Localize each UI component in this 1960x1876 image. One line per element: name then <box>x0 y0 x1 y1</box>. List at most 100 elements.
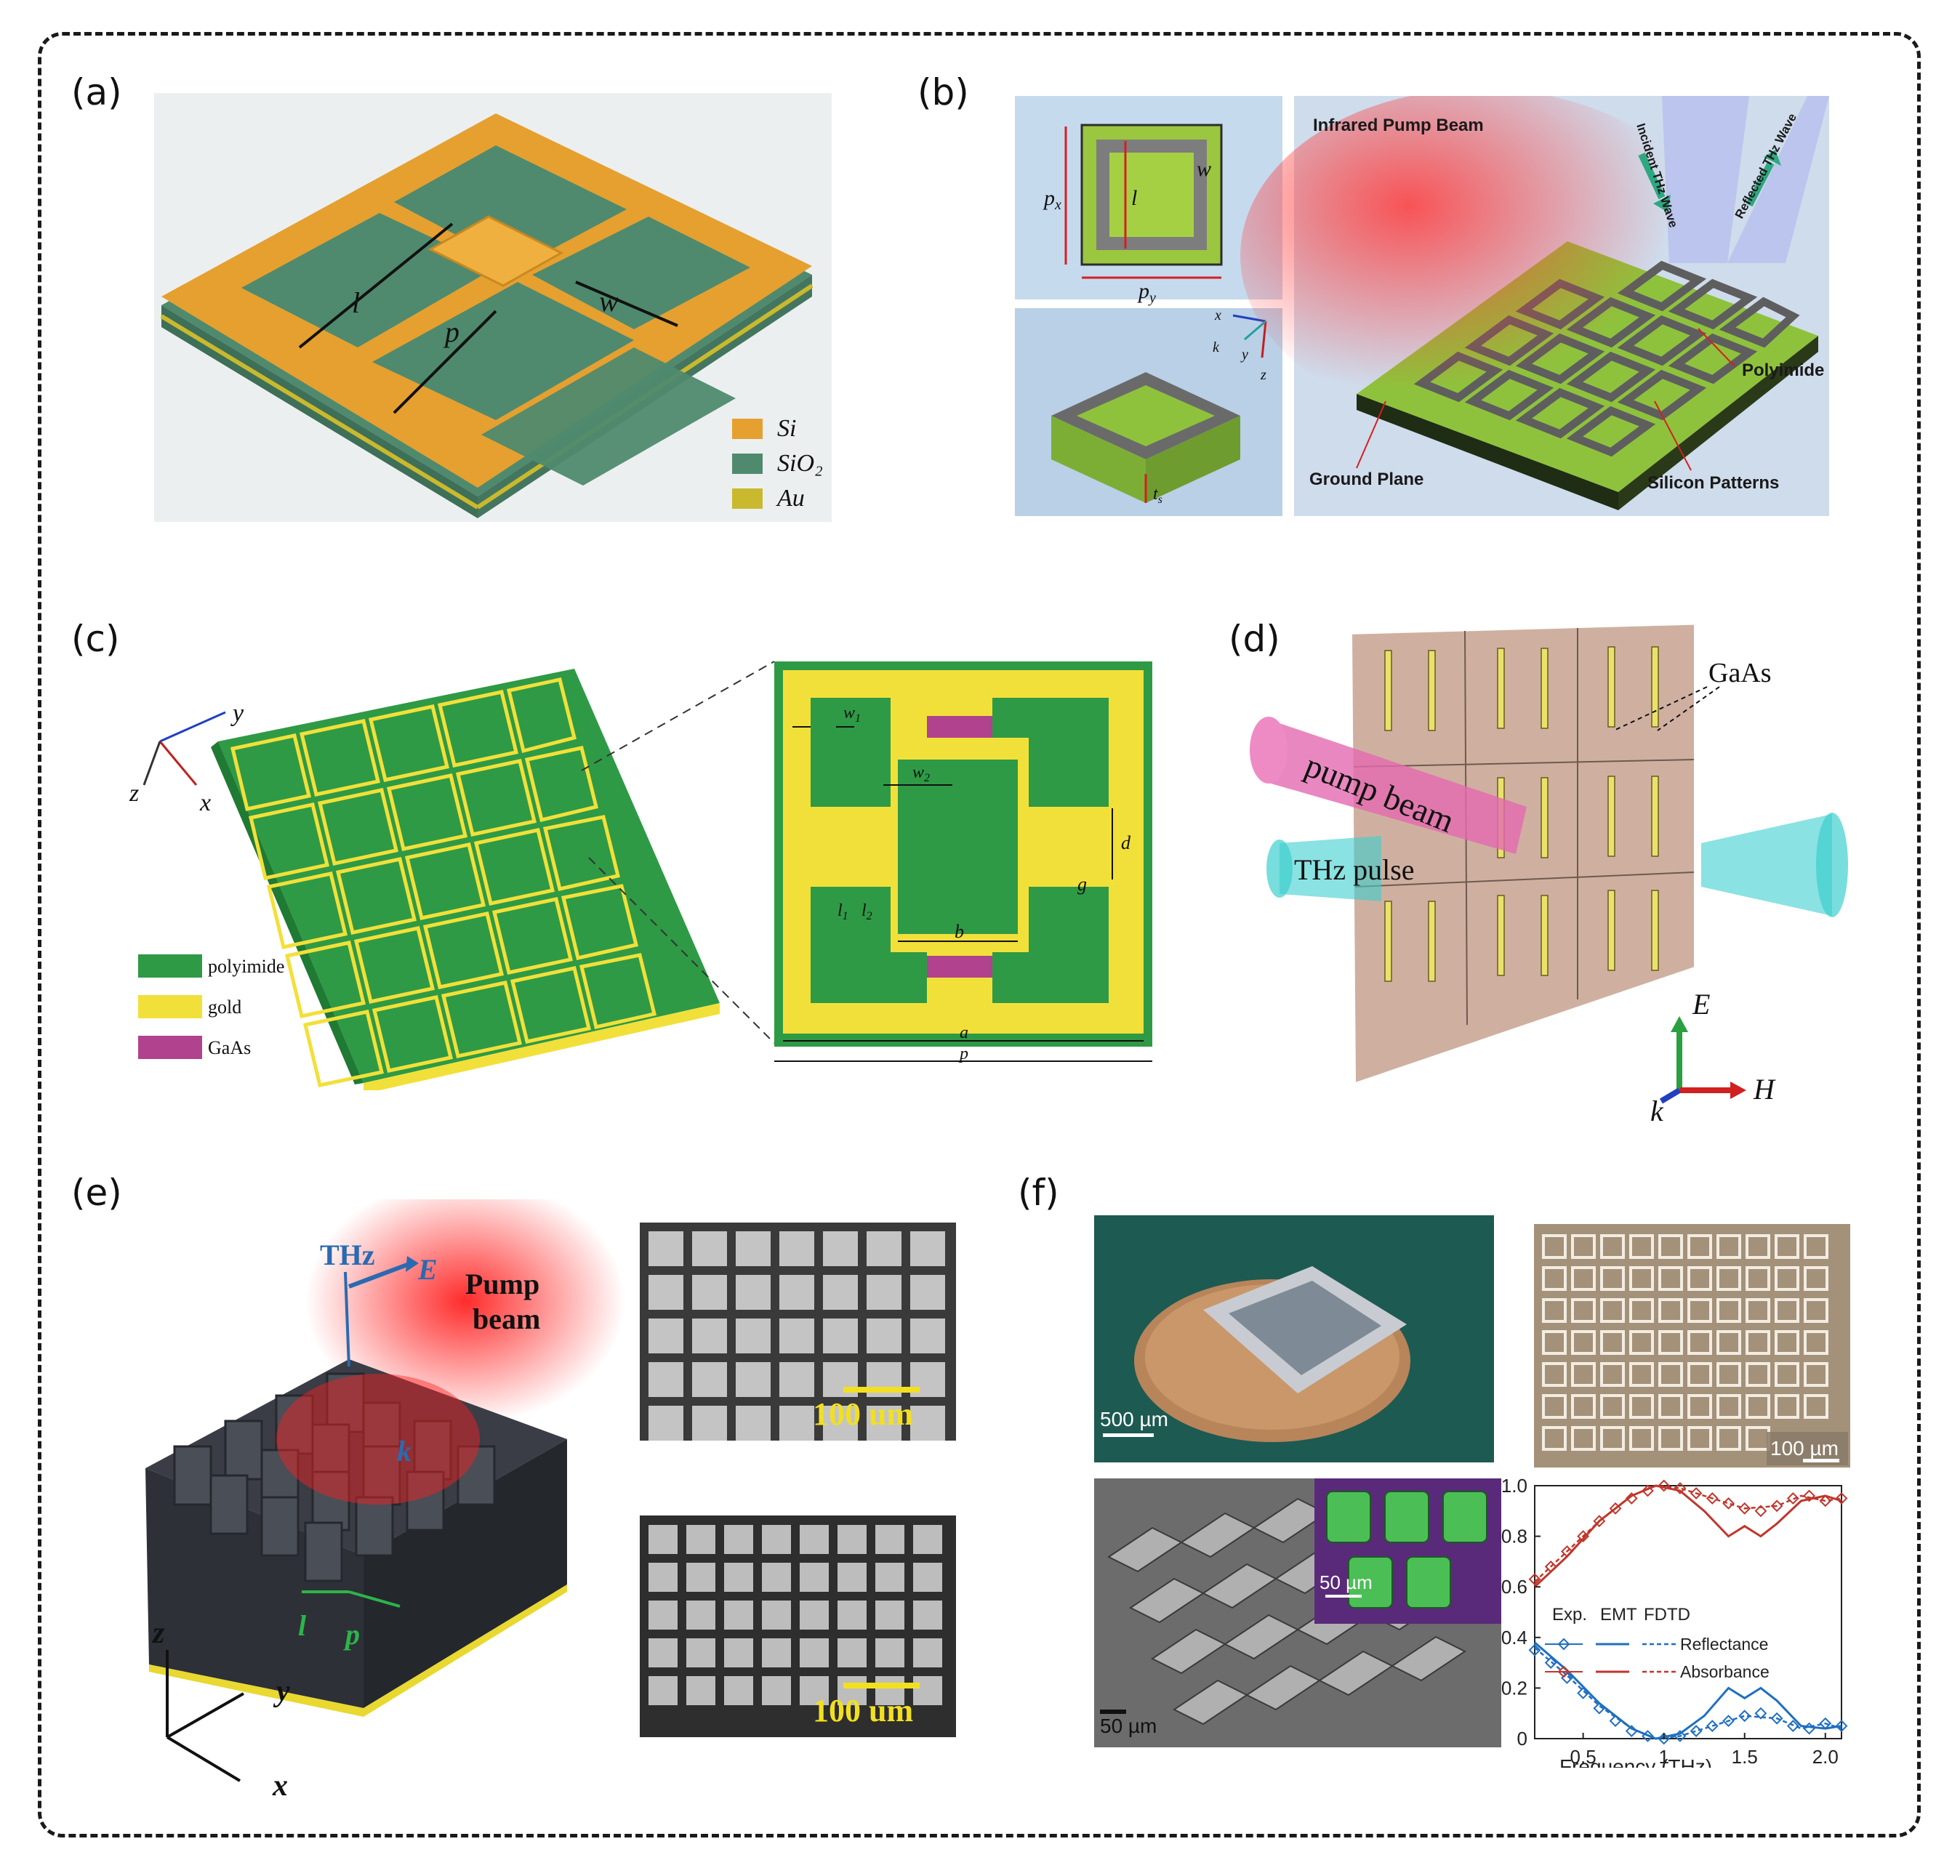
f-exp-point-absorbance <box>1674 1482 1687 1494</box>
f-exp-point-absorbance <box>1528 1573 1541 1586</box>
e-pump-line1: Pump <box>465 1268 539 1300</box>
f-chart: 0.5 1 1.5 2.0 0 0.2 0.4 0.6 0.8 1.0 Exp. EMT FDTD Re… <box>1501 1475 1848 1768</box>
panel-d-label: (d) <box>1229 618 1280 660</box>
f-exp-point-reflectance <box>1674 1730 1687 1742</box>
b-l-label: l <box>1131 186 1137 210</box>
f-exp-point-absorbance <box>1819 1494 1832 1507</box>
b-axis-z: z <box>1260 367 1266 383</box>
e-axis-x: x <box>272 1769 288 1803</box>
legend-label-si: Si <box>777 415 796 442</box>
b-w-label: w <box>1197 157 1211 181</box>
e-scalebar-bottom: 100 um <box>813 1693 913 1728</box>
f-exp-point-absorbance <box>1658 1479 1671 1492</box>
f-exp-point-reflectance <box>1544 1656 1557 1670</box>
e-k-label: k <box>397 1435 411 1468</box>
f-ytick-label: 1.0 <box>1501 1475 1527 1497</box>
c-dim-l2: l2 <box>861 901 872 922</box>
f-exp-point-absorbance <box>1577 1530 1590 1543</box>
panel-b-label: (b) <box>917 71 969 113</box>
d-E-label: E <box>1692 988 1710 1020</box>
c-dim-w1: w1 <box>843 704 861 725</box>
f-exp-point-absorbance <box>1706 1491 1719 1505</box>
panel-c: y x z <box>129 661 1152 1090</box>
f-exp-point-absorbance <box>1722 1497 1735 1510</box>
f-exp-point-reflectance <box>1593 1702 1606 1715</box>
f-exp-point-absorbance <box>1786 1491 1799 1505</box>
e-l-label: l <box>298 1609 307 1642</box>
f-exp-point-reflectance <box>1835 1720 1848 1733</box>
f-exp-point-reflectance <box>1642 1730 1654 1742</box>
f-exp-point-absorbance <box>1642 1484 1654 1497</box>
b-axis-x: x <box>1214 307 1221 323</box>
f-legend-header: FDTD <box>1644 1605 1690 1625</box>
panel-b: px py l w ts x y k z <box>1015 96 1829 516</box>
f-exp-point-absorbance <box>1625 1491 1638 1505</box>
e-scalebar-top: 100 um <box>813 1396 913 1432</box>
f-exp-point-reflectance <box>1770 1712 1783 1725</box>
f-series-emt-reflectance <box>1534 1641 1842 1740</box>
c-legend-gaas <box>138 1036 202 1059</box>
f-exp-point-reflectance <box>1658 1732 1671 1745</box>
c-axis-y: y <box>230 700 244 727</box>
f-scalebar-pattern: 100 µm <box>1770 1437 1839 1460</box>
figure-frame <box>38 32 1921 1837</box>
f-legend-series-label: Reflectance <box>1680 1635 1768 1654</box>
d-k-label: k <box>1650 1095 1664 1127</box>
dim-p: p <box>443 315 459 348</box>
legend-swatch-au <box>732 488 763 509</box>
f-ytick-label: 0.8 <box>1501 1526 1527 1547</box>
e-pump-line2: beam <box>473 1303 540 1335</box>
f-legend-header: Exp. <box>1552 1605 1587 1625</box>
f-scalebar-coin: 500 µm <box>1100 1408 1168 1430</box>
f-xtick-label: 1 <box>1658 1746 1668 1768</box>
f-exp-point-reflectance <box>1625 1725 1638 1737</box>
f-legend-header: EMT <box>1600 1605 1637 1625</box>
b-ground-label: Ground Plane <box>1309 470 1423 489</box>
f-ytick-label: 0.6 <box>1501 1576 1527 1598</box>
f-series-fdtd-absorbance <box>1534 1484 1842 1583</box>
c-dim-d: d <box>1121 832 1131 853</box>
f-exp-point-reflectance <box>1738 1710 1751 1723</box>
f-legend-exp-marker <box>1557 1638 1570 1651</box>
c-legend-polyimide <box>138 954 202 978</box>
dim-l: l <box>352 286 360 319</box>
f-ytick-label: 0.4 <box>1501 1627 1527 1648</box>
f-exp-point-absorbance <box>1593 1515 1606 1528</box>
b-pump-label: Infrared Pump Beam <box>1313 116 1484 135</box>
d-gaas-label: GaAs <box>1708 658 1772 688</box>
f-sem-tilted: 50 µm 50 µm <box>1094 1478 1501 1747</box>
e-E-label: E <box>417 1253 438 1286</box>
panel-f-label: (f) <box>1018 1172 1059 1214</box>
f-xtick-label: 0.5 <box>1570 1746 1596 1768</box>
e-sem-bottom: 100 um <box>640 1515 956 1737</box>
legend-swatch-sio2 <box>732 454 763 474</box>
f-ytick-label: 0 <box>1517 1728 1527 1750</box>
c-dim-g: g <box>1077 874 1087 895</box>
legend-swatch-si <box>732 419 763 439</box>
f-scalebar-inset: 50 µm <box>1320 1571 1373 1593</box>
f-exp-point-reflectance <box>1528 1643 1541 1656</box>
b-silicon-label: Silicon Patterns <box>1647 473 1779 493</box>
c-dim-b: b <box>955 921 964 942</box>
panel-d: pump beam THz pulse GaAs E H k <box>1250 624 1848 1127</box>
panel-a-label: (a) <box>71 71 122 113</box>
f-exp-point-reflectance <box>1690 1725 1703 1737</box>
c-legend-gold <box>138 995 202 1018</box>
b-axis-y: y <box>1240 347 1248 363</box>
f-exp-point-reflectance <box>1706 1720 1719 1733</box>
b-py-label: py <box>1137 279 1156 306</box>
c-unit-cell-detail: w1 w2 l1 l2 d g b a p <box>774 661 1152 1063</box>
c-dim-w2: w2 <box>912 763 930 784</box>
e-pillars <box>173 1372 496 1582</box>
panel-e-label: (e) <box>71 1172 122 1214</box>
f-exp-point-reflectance <box>1577 1686 1590 1699</box>
f-exp-point-reflectance <box>1722 1715 1735 1728</box>
c-axis-x: x <box>199 789 211 816</box>
f-ytick-label: 0.2 <box>1501 1677 1527 1699</box>
dim-w: w <box>599 285 619 318</box>
b-px-label: px <box>1043 186 1061 213</box>
b-polyimide-label: Polyimide <box>1742 361 1824 380</box>
f-exp-point-absorbance <box>1561 1545 1573 1558</box>
f-exp-point-reflectance <box>1609 1715 1622 1728</box>
panel-c-label: (c) <box>71 618 120 660</box>
